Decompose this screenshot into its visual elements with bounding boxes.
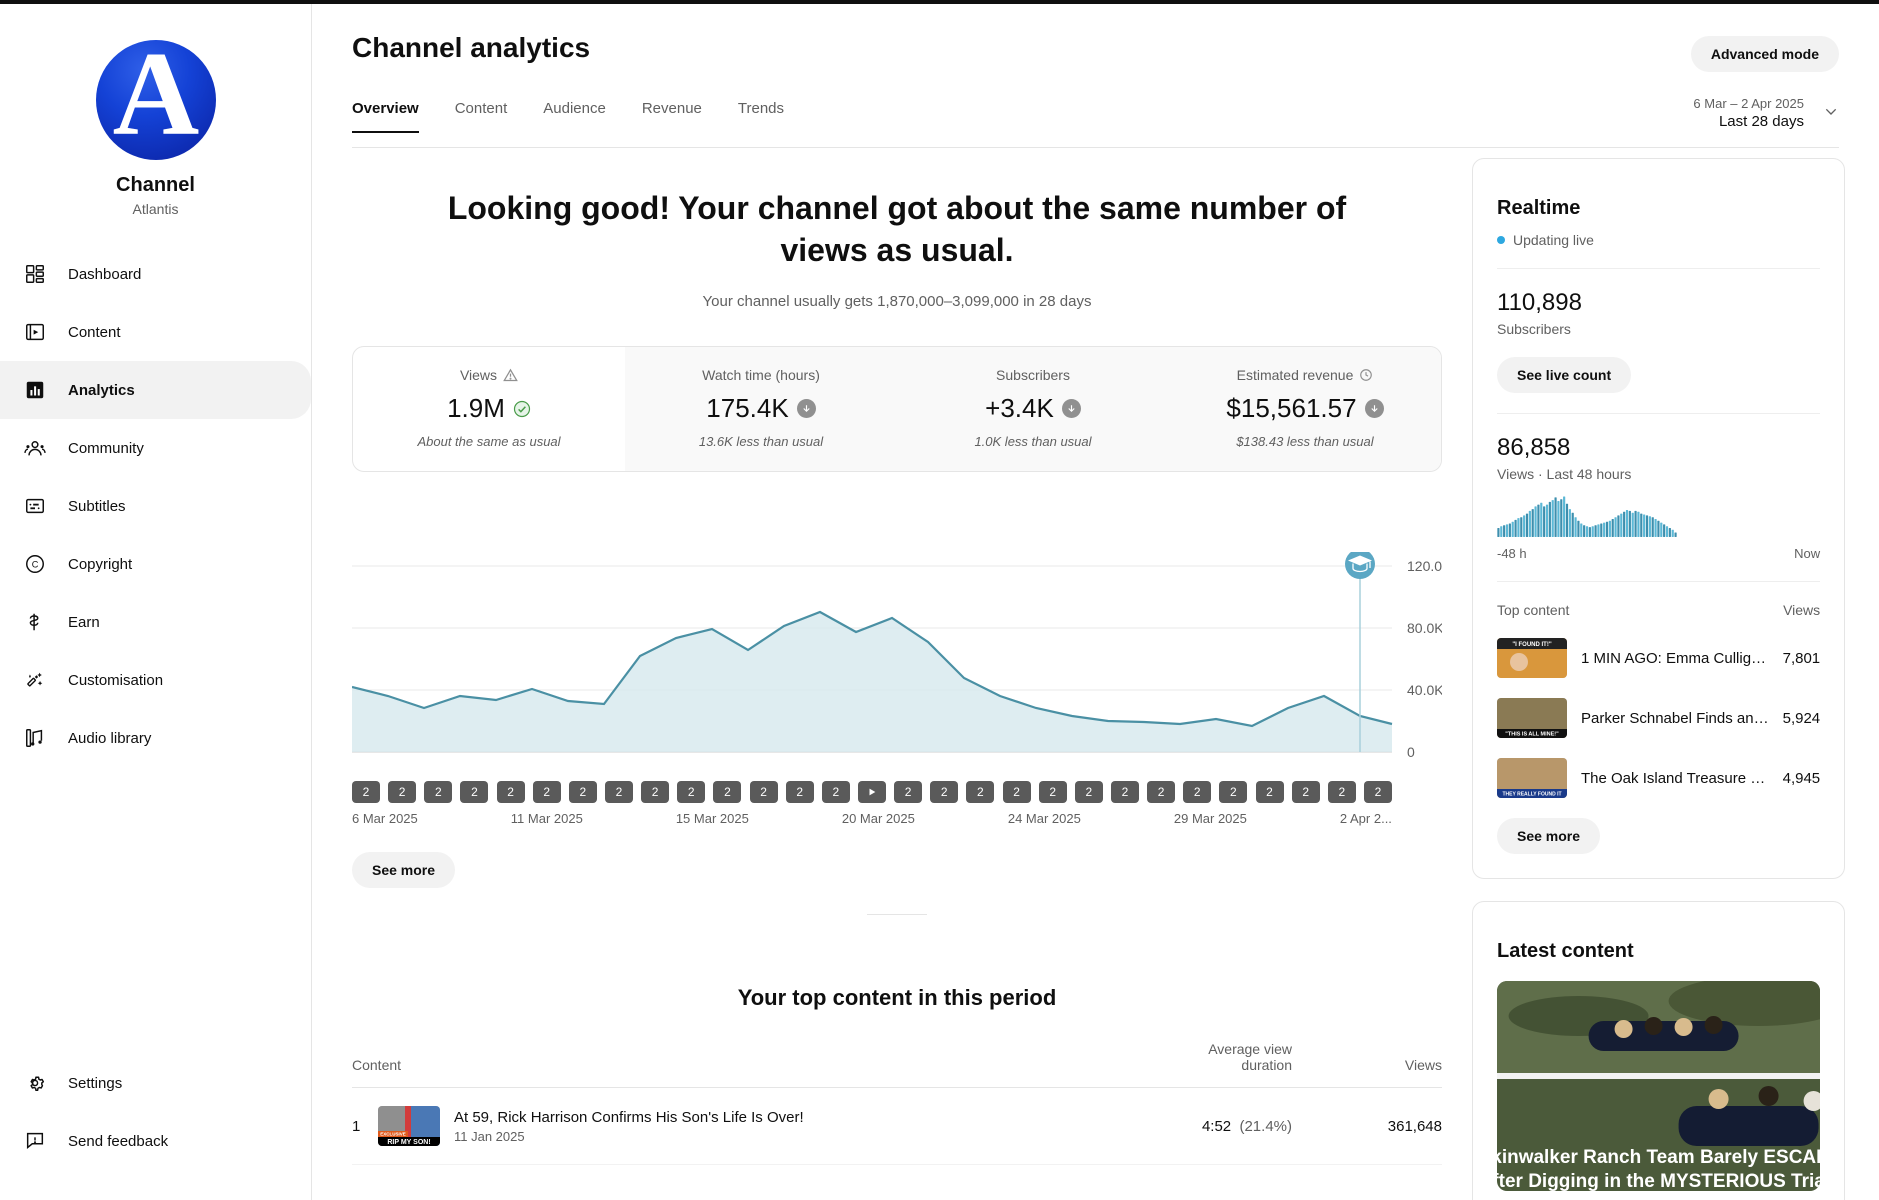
svg-text:THEY REALLY FOUND IT: THEY REALLY FOUND IT xyxy=(1502,792,1561,798)
svg-text:Skinwalker Ranch Team Barely E: Skinwalker Ranch Team Barely ESCAPES xyxy=(1497,1147,1820,1168)
svg-text:"THIS IS ALL MINE!": "THIS IS ALL MINE!" xyxy=(1505,732,1559,738)
svg-text:80.0K: 80.0K xyxy=(1407,620,1442,636)
svg-text:RIP MY SON!: RIP MY SON! xyxy=(387,1139,430,1146)
svg-text:EXCLUSIVE: EXCLUSIVE xyxy=(380,1132,406,1137)
svg-text:0: 0 xyxy=(1407,744,1415,760)
svg-text:A: A xyxy=(112,27,199,160)
svg-text:120.0K: 120.0K xyxy=(1407,558,1442,574)
svg-text:After Digging in the MYSTERIOU: After Digging in the MYSTERIOUS Triangle… xyxy=(1497,1171,1820,1191)
svg-text:40.0K: 40.0K xyxy=(1407,682,1442,698)
svg-text:"I FOUND IT!": "I FOUND IT!" xyxy=(1512,642,1552,648)
svg-text:C: C xyxy=(32,560,39,570)
